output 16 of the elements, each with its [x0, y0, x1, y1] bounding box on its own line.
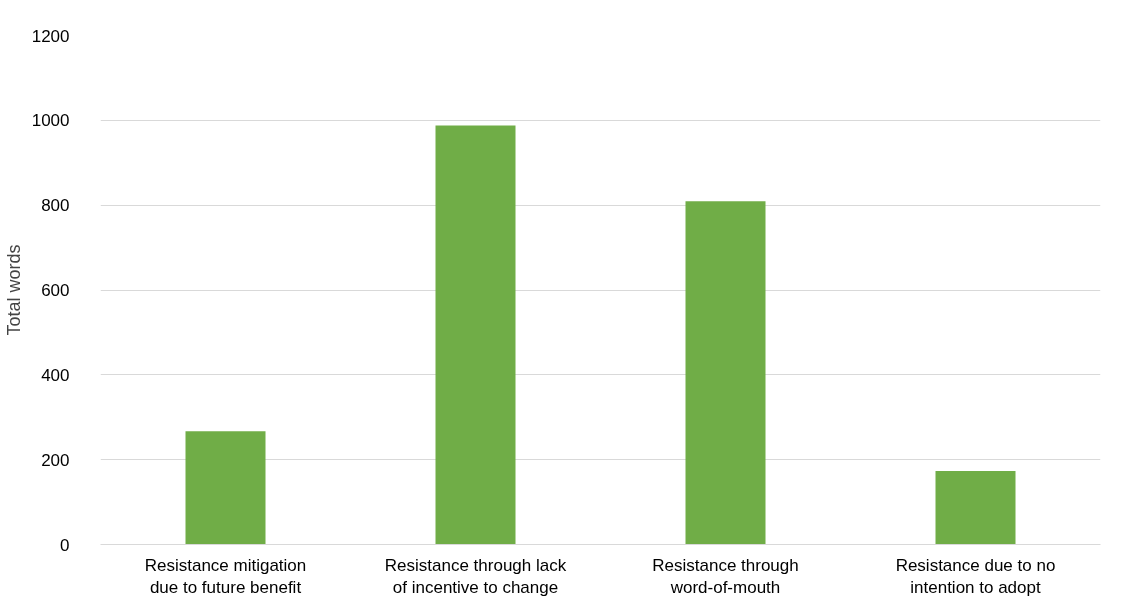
- y-axis-title: Total words: [3, 244, 24, 336]
- y-tick-label: 0: [60, 535, 70, 555]
- x-tick-label: Resistance through word-of-mouth: [652, 555, 799, 598]
- y-tick-label: 400: [41, 365, 70, 385]
- y-tick-label: 200: [41, 450, 70, 470]
- bar: [935, 471, 1016, 545]
- y-tick-label: 1000: [31, 111, 70, 131]
- bar: [185, 431, 266, 545]
- bar: [435, 125, 516, 545]
- bar: [685, 201, 766, 545]
- x-tick-label: Resistance mitigation due to future benefit: [144, 555, 307, 598]
- x-tick-label: Resistance through lack of incentive to change: [384, 555, 567, 598]
- y-tick-label: 600: [41, 281, 70, 300]
- x-tick-label: Resistance due to no intention to adopt: [895, 555, 1056, 598]
- y-tick-label: 1200: [31, 26, 70, 46]
- y-tick-label: 800: [41, 196, 70, 216]
